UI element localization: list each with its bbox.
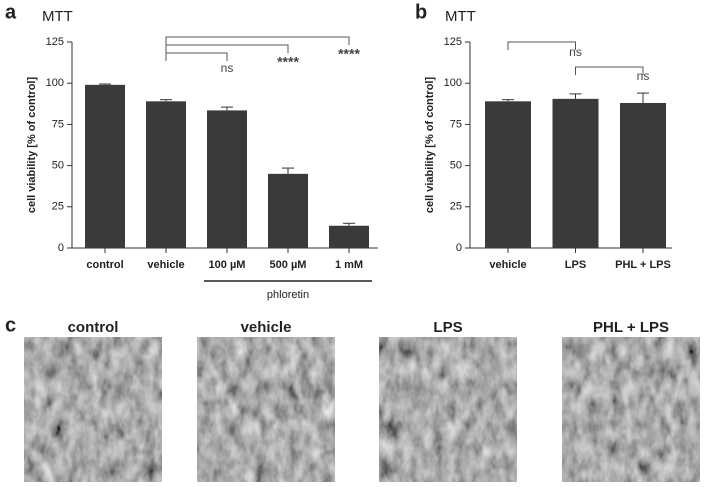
micrograph-label: control (68, 319, 119, 336)
micrograph-label: PHL + LPS (593, 319, 669, 336)
micrograph (562, 337, 700, 482)
significance-bracket (165, 36, 350, 45)
y-axis-label: cell viability [% of control] (26, 77, 38, 214)
bar (329, 225, 369, 248)
significance-bracket (507, 41, 576, 50)
bar (146, 101, 186, 248)
micrograph-label: vehicle (241, 319, 292, 336)
bar (485, 101, 531, 248)
y-tick-label: 50 (52, 160, 64, 172)
y-tick-label: 0 (58, 242, 64, 254)
chart-title: MTT (445, 8, 476, 25)
x-tick-label: vehicle (489, 259, 526, 271)
y-tick-label: 100 (444, 77, 462, 89)
significance-bracket (165, 52, 228, 61)
significance-bracket (575, 66, 644, 75)
x-tick-label: 500 µM (270, 259, 307, 271)
panel-label: c (5, 314, 16, 336)
x-tick-label: 100 µM (209, 259, 246, 271)
micrograph (197, 337, 335, 482)
significance-label: **** (277, 54, 299, 70)
chart-title: MTT (42, 8, 73, 25)
significance-bracket (165, 44, 289, 53)
y-tick-label: 125 (444, 36, 462, 48)
y-tick-label: 25 (52, 201, 64, 213)
group-label: phloretin (267, 289, 309, 301)
micrograph-label: LPS (433, 319, 462, 336)
bar (268, 173, 308, 248)
bar (85, 84, 125, 249)
bar (207, 110, 247, 248)
micrograph (24, 337, 162, 482)
y-tick-label: 75 (52, 118, 64, 130)
x-tick-label: vehicle (147, 259, 184, 271)
y-tick-label: 0 (456, 242, 462, 254)
y-tick-label: 25 (450, 201, 462, 213)
y-tick-label: 125 (46, 36, 64, 48)
y-axis-label: cell viability [% of control] (424, 77, 436, 214)
significance-label: ns (221, 61, 234, 75)
significance-label: **** (338, 46, 360, 62)
y-tick-label: 75 (450, 118, 462, 130)
bar (552, 98, 599, 248)
significance-label: ns (637, 69, 650, 83)
panel-label: b (415, 1, 427, 23)
panel-label: a (5, 1, 17, 23)
x-tick-label: PHL + LPS (615, 259, 671, 271)
y-tick-label: 50 (450, 160, 462, 172)
bar (620, 102, 666, 248)
x-tick-label: 1 mM (335, 259, 363, 271)
x-tick-label: LPS (565, 259, 586, 271)
significance-label: ns (569, 45, 582, 59)
y-tick-label: 100 (46, 77, 64, 89)
x-tick-label: control (86, 259, 123, 271)
micrograph (379, 337, 517, 482)
